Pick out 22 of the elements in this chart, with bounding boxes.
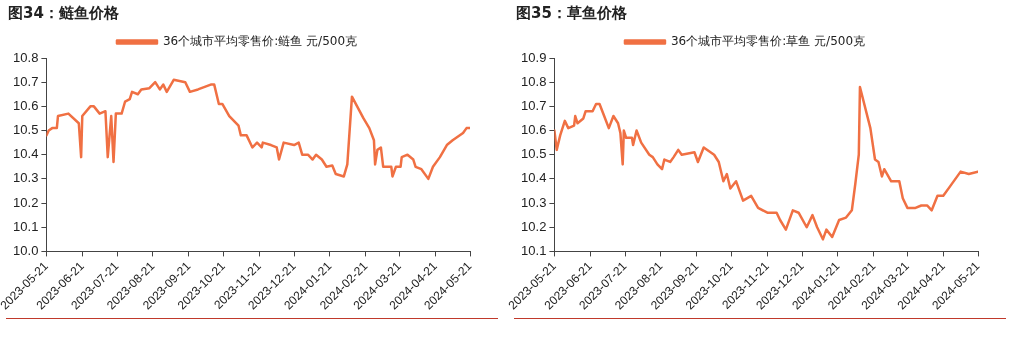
y-tick-label: 10.5 <box>13 122 39 138</box>
chart-title: 图35：草鱼价格 <box>516 4 627 23</box>
chart-title: 图34：鲢鱼价格 <box>8 4 119 23</box>
y-tick-label: 10.4 <box>13 146 39 162</box>
y-tick-label: 10.5 <box>521 146 547 162</box>
y-tick-label: 10.2 <box>13 194 39 210</box>
y-tick-label: 10.6 <box>521 122 547 138</box>
y-tick-label: 10.1 <box>521 242 547 258</box>
y-tick-label: 10.2 <box>521 218 547 234</box>
y-tick-label: 10.1 <box>13 218 39 234</box>
y-tick-label: 10.6 <box>13 97 39 113</box>
y-tick-label: 10.4 <box>521 170 547 186</box>
y-tick-label: 10.3 <box>521 194 547 210</box>
y-tick-label: 10.8 <box>13 49 39 65</box>
y-tick-label: 10.8 <box>521 73 547 89</box>
y-tick-label: 10.9 <box>521 49 547 65</box>
legend-label: 36个城市平均零售价:鲢鱼 元/500克 <box>162 34 358 49</box>
y-tick-label: 10.7 <box>13 73 39 89</box>
y-tick-label: 10.3 <box>13 170 39 186</box>
legend-label: 36个城市平均零售价:草鱼 元/500克 <box>670 34 866 49</box>
y-tick-label: 10.0 <box>13 242 39 258</box>
y-tick-label: 10.7 <box>521 97 547 113</box>
